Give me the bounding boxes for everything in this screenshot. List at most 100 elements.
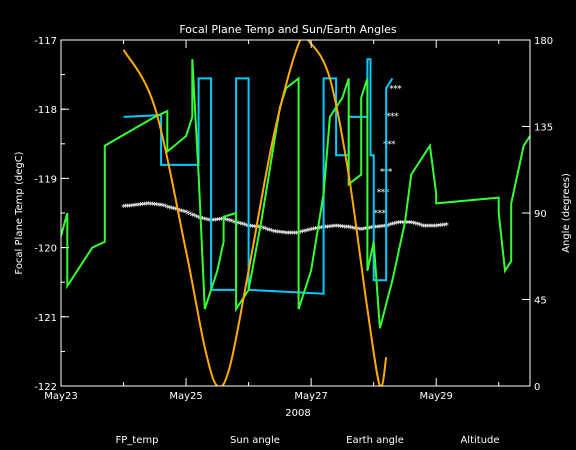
x-tick-label: May23 [44,391,77,402]
fp-temp-point: * [393,84,398,94]
fp-temp-point: * [219,216,224,226]
fp-temp-point: * [369,225,374,235]
fp-temp-point: * [407,219,412,229]
fp-temp-point: * [330,223,335,233]
fp-temp-point: * [380,223,385,233]
fp-temp-point: * [382,223,387,233]
fp-temp-point: * [332,223,337,233]
fp-temp-point: * [276,229,281,239]
fp-temp-point: * [374,224,379,234]
fp-temp-point: * [190,212,195,222]
fp-temp-point: * [223,216,228,226]
fp-temp-point: * [180,208,185,218]
fp-temp-point: * [340,224,345,234]
fp-temp-point: * [317,225,322,235]
fp-temp-point: * [155,202,160,212]
fp-temp-point: * [150,201,155,211]
fp-temp-point: * [278,229,283,239]
fp-temp-point: * [309,226,314,236]
fp-temp-point: * [284,230,289,240]
fp-temp-point: * [311,226,316,236]
fp-temp-point: * [269,228,274,238]
fp-temp-point: * [292,230,297,240]
fp-temp-point: * [263,226,268,236]
fp-temp-point: * [323,224,328,234]
fp-temp-point: * [394,220,399,230]
fp-temp-point: * [415,221,420,231]
fp-temp-point: * [259,224,264,234]
fp-temp-point: * [153,201,158,211]
fp-temp-point: * [419,222,424,232]
fp-temp-point: * [186,210,191,220]
fp-temp-point: * [128,203,133,213]
y-axis-label-right: Angle (degrees) [561,173,572,253]
fp-temp-point: * [242,222,247,232]
y-left-tick-label: -117 [34,36,57,47]
fp-temp-point: * [388,167,393,177]
fp-temp-point: * [440,222,445,232]
fp-temp-point: * [286,230,291,240]
fp-temp-point: * [163,203,168,213]
fp-temp-point: * [401,219,406,229]
fp-temp-point: * [326,224,331,234]
fp-temp-point: * [132,202,137,212]
fp-temp-point: * [442,222,447,232]
fp-temp-point: * [140,201,145,211]
plot-area: ****************************************… [61,40,530,386]
fp-temp-point: * [173,206,178,216]
fp-temp-point: * [380,167,385,177]
fp-temp-point: * [148,201,153,211]
fp-temp-point: * [346,224,351,234]
fp-temp-point: * [382,209,387,219]
fp-temp-point: * [319,225,324,235]
fp-temp-point: * [344,224,349,234]
fp-temp-point: * [288,230,293,240]
fp-temp-point: * [378,209,383,219]
y-left-tick-label: -122 [34,382,57,393]
legend-earth-angle: Earth angle [346,435,404,446]
fp-temp-point: * [386,112,391,122]
fp-temp-point: * [388,222,393,232]
fp-temp-point: * [161,203,166,213]
fp-temp-point: * [207,217,212,227]
legend: FP_temp Sun angle Earth angle Altitude [116,435,500,446]
fp-temp-point: * [353,225,358,235]
fp-temp-point: * [298,229,303,239]
fp-temp-point: * [265,226,270,236]
fp-temp-point: * [378,224,383,234]
fp-temp-point: * [205,216,210,226]
fp-temp-point: * [171,206,176,216]
fp-temp-point: * [387,140,392,150]
fp-temp-point: * [123,203,128,213]
fp-temp-point: * [294,230,299,240]
fp-temp-point: * [413,221,418,231]
fp-temp-point: * [248,223,253,233]
fp-temp-point: * [226,217,231,227]
fp-temp-point: * [240,221,245,231]
axes-layer: May23 May25 May27 May29 -122 -121 -120 -119 -118… [34,36,553,402]
fp-temp-point: * [211,217,216,227]
fp-temp-point: * [182,208,187,218]
legend-fp-temp: FP_temp [116,435,159,446]
fp-temp-point: * [396,219,401,229]
series-earth-angle [61,59,530,329]
fp-temp-point: * [381,188,386,198]
fp-temp-point: * [130,203,135,213]
fp-temp-point: * [213,217,218,227]
fp-temp-point: * [367,225,372,235]
fp-temp-point: * [138,202,143,212]
fp-temp-point: * [348,225,353,235]
y-left-tick-label: -120 [34,244,57,255]
fp-temp-point: * [282,230,287,240]
fp-temp-point: * [342,224,347,234]
y-right-tick-label: 90 [534,209,547,220]
fp-temp-point: * [430,223,435,233]
fp-temp-point: * [386,222,391,232]
fp-temp-point: * [385,188,390,198]
x-tick-label: May29 [419,391,452,402]
fp-temp-point: * [271,228,276,238]
fp-temp-point: * [267,227,272,237]
fp-temp-point: * [426,223,431,233]
fp-temp-point: * [196,215,201,225]
